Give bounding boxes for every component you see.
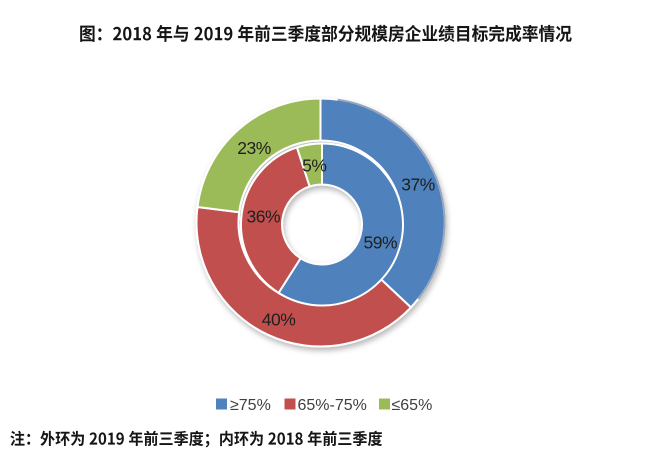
svg-text:65%-75%: 65%-75% xyxy=(298,397,367,414)
svg-text:37%: 37% xyxy=(401,175,435,195)
svg-text:5%: 5% xyxy=(302,156,326,176)
svg-text:≤65%: ≤65% xyxy=(392,397,433,414)
svg-text:≥75%: ≥75% xyxy=(230,397,271,414)
svg-text:36%: 36% xyxy=(247,207,281,227)
svg-text:59%: 59% xyxy=(364,233,398,253)
svg-text:23%: 23% xyxy=(237,138,271,158)
svg-text:40%: 40% xyxy=(262,310,296,330)
